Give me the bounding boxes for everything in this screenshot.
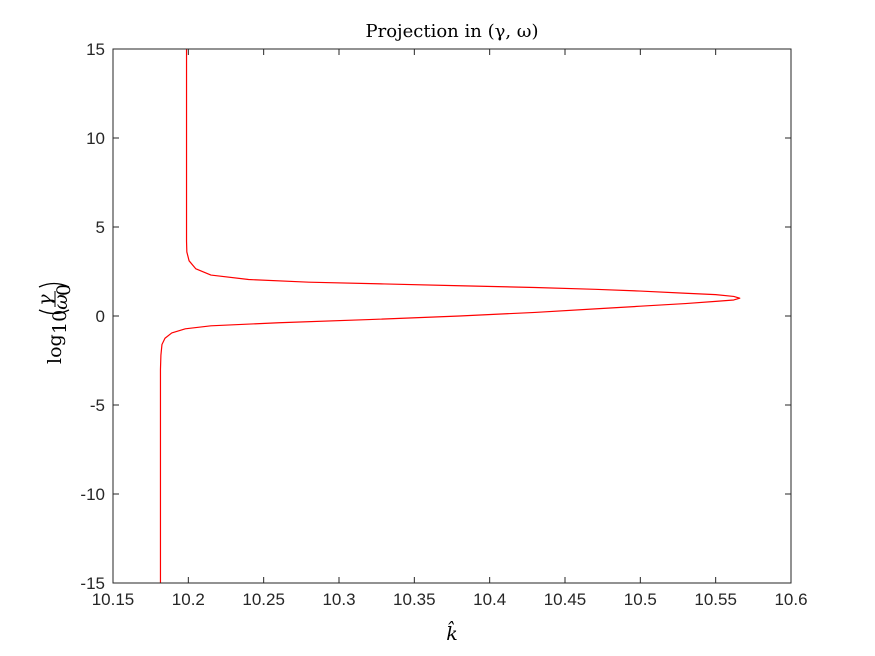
y-axis-label-log-base: 10 — [49, 310, 71, 334]
y-tick-label: -10 — [80, 485, 105, 504]
chart-title: Projection in (γ, ω) — [365, 21, 538, 42]
x-tick-label: 10.15 — [92, 590, 135, 609]
x-tick-label: 10.6 — [774, 590, 807, 609]
x-tick-label: 10.55 — [694, 590, 737, 609]
x-tick-label: 10.2 — [172, 590, 205, 609]
y-tick-label: 10 — [86, 129, 105, 148]
x-tick-label: 10.35 — [393, 590, 436, 609]
y-axis-label-denominator-subscript: 0 — [53, 284, 75, 296]
y-tick-label: -5 — [90, 396, 105, 415]
y-tick-label: 5 — [96, 218, 105, 237]
x-tick-label: 10.45 — [544, 590, 587, 609]
y-axis-label-log: log — [44, 334, 66, 364]
y-axis-label-numerator: γ — [34, 294, 56, 306]
y-tick-label: 15 — [86, 40, 105, 59]
x-axis-label: k̂ — [446, 620, 458, 645]
y-axis-label-denominator: ω — [50, 294, 72, 310]
y-tick-label: -15 — [80, 574, 105, 593]
x-tick-label: 10.5 — [624, 590, 657, 609]
y-axis-ticks: -15 -10 -5 0 5 10 15 — [80, 40, 791, 593]
y-axis-label: log 10 γ ω 0 — [34, 282, 75, 364]
x-axis-ticks: 10.15 10.2 10.25 10.3 10.35 10.4 10.45 10.5 10.5… — [92, 49, 808, 609]
y-axis-label-left-paren — [38, 309, 70, 315]
y-axis-label-right-paren — [38, 282, 70, 288]
x-tick-label: 10.3 — [322, 590, 355, 609]
y-tick-label: 0 — [96, 307, 105, 326]
series-line-0 — [159, 49, 741, 583]
curve-layer — [159, 49, 741, 583]
x-tick-label: 10.25 — [242, 590, 285, 609]
x-tick-label: 10.4 — [473, 590, 506, 609]
